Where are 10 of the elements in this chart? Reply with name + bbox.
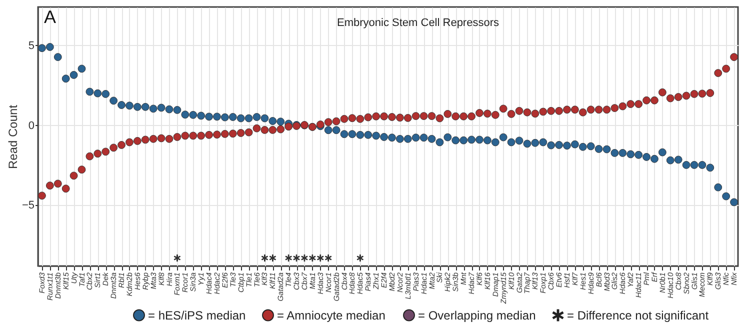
- text: Embryonic Stem Cell Repressors: [337, 17, 500, 29]
- y-tick-label: −5: [22, 200, 34, 212]
- y-tick-label: 0: [28, 120, 34, 132]
- legend-label: = hES/iPS median: [148, 308, 246, 322]
- y-tick-label: 5: [28, 40, 34, 52]
- legend-label: = Overlapping median: [418, 308, 536, 322]
- legend-label: = Amniocyte median: [277, 308, 386, 322]
- legend-label: = Difference not significant: [567, 308, 710, 322]
- annotation: A: [44, 7, 56, 27]
- y-axis-title: Read Count: [6, 104, 20, 170]
